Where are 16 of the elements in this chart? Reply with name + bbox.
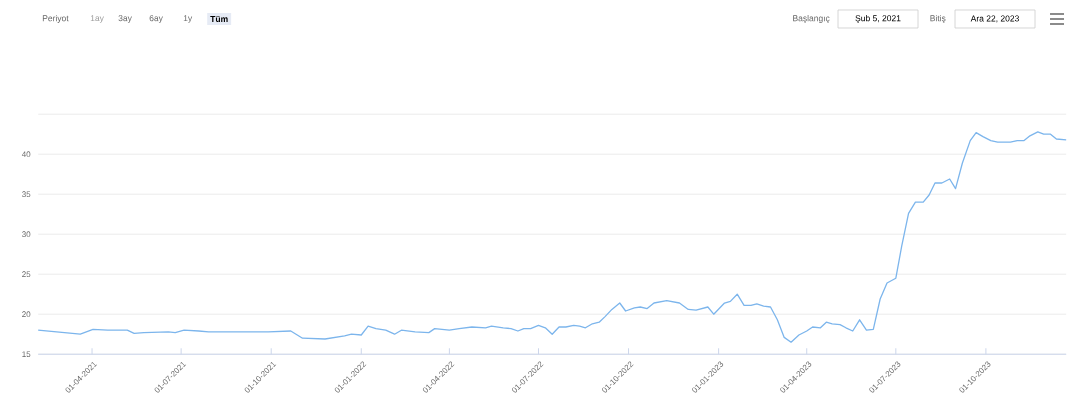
text: 1y: [183, 15, 193, 23]
text: 3ay: [118, 15, 132, 23]
y-tick-label: 25: [22, 271, 31, 278]
text: 6ay: [149, 15, 163, 23]
y-tick-label: 40: [21, 151, 31, 158]
y-tick-label: 20: [22, 311, 31, 318]
text: Şub 5, 2021: [855, 15, 901, 23]
text: Ara 22, 2023: [970, 15, 1019, 23]
text: Periyot: [42, 15, 69, 23]
text: Başlangıç: [793, 15, 830, 23]
y-tick-label: 30: [22, 231, 31, 238]
y-tick-label: 35: [22, 191, 31, 198]
text: Bitiş: [930, 15, 946, 23]
text: 1ay: [90, 15, 104, 23]
y-tick-label: 15: [22, 351, 31, 357]
text: Tüm: [210, 16, 228, 22]
